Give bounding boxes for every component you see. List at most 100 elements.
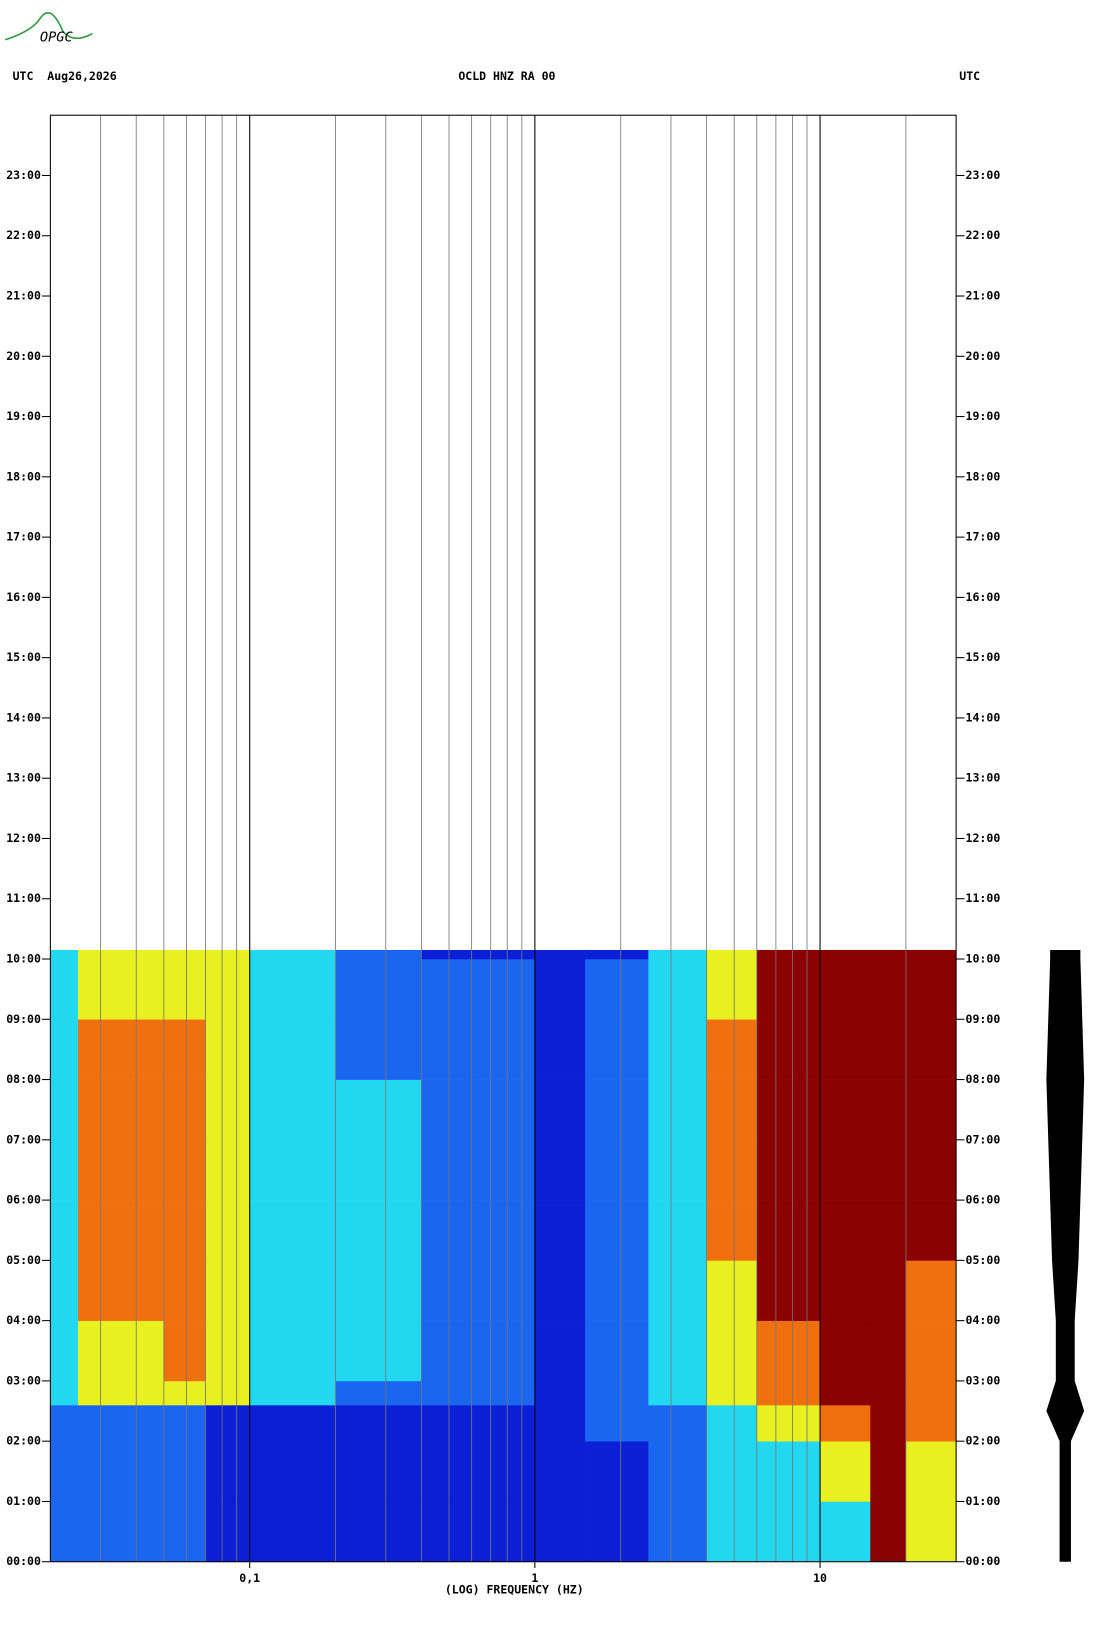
spectrogram-cell — [706, 959, 758, 1020]
y-tick-label-left: 00:00 — [6, 1554, 41, 1568]
spectrogram-cell — [820, 949, 871, 960]
spectrogram-cell — [249, 1320, 336, 1382]
spectrogram-cell — [820, 1320, 871, 1382]
spectrogram-cell — [706, 1320, 758, 1382]
spectrogram-cell — [163, 959, 206, 1020]
spectrogram-cell — [706, 1139, 758, 1201]
spectrogram-cell — [78, 1380, 165, 1406]
y-tick-label-right: 12:00 — [966, 831, 1001, 845]
y-tick-label-left: 08:00 — [6, 1072, 41, 1086]
spectrogram-cell — [820, 959, 871, 1020]
spectrogram-cell — [905, 1501, 957, 1563]
spectrogram-cell — [756, 1139, 821, 1201]
y-tick-label-right: 16:00 — [966, 590, 1001, 604]
spectrogram-cell — [706, 1501, 758, 1563]
spectrogram-cell — [335, 1441, 422, 1502]
spectrogram-cell — [421, 1139, 536, 1201]
y-tick-label-left: 04:00 — [6, 1313, 41, 1327]
spectrogram-cell — [249, 1139, 336, 1201]
spectrogram-cell — [78, 1019, 165, 1080]
spectrogram-cell — [78, 949, 165, 960]
y-tick-label-left: 19:00 — [6, 409, 41, 423]
spectrogram-cell — [706, 1079, 758, 1141]
spectrogram-cell — [870, 1200, 907, 1261]
spectrogram-cell — [249, 1019, 336, 1080]
spectrogram-cell — [163, 1139, 206, 1201]
y-tick-label-left: 01:00 — [6, 1494, 41, 1508]
spectrogram-cell — [163, 1200, 206, 1261]
spectrogram-cell — [335, 1320, 422, 1382]
spectrogram-cell — [205, 959, 251, 1020]
spectrogram-cell — [756, 949, 821, 960]
y-tick-label-left: 22:00 — [6, 228, 41, 242]
spectrogram-cell — [585, 1139, 649, 1201]
spectrogram-cell — [249, 1079, 336, 1141]
y-tick-label-right: 03:00 — [966, 1373, 1001, 1387]
spectrogram-cell — [756, 1019, 821, 1080]
spectrogram-cell — [421, 1320, 536, 1382]
spectrogram-cell — [585, 949, 649, 960]
y-tick-label-right: 02:00 — [966, 1434, 1001, 1448]
spectrogram-cell — [249, 949, 336, 960]
spectrogram-cell — [421, 1441, 536, 1502]
spectrogram-cell — [249, 959, 336, 1020]
spectrogram-cell — [706, 1441, 758, 1502]
spectrogram-cell — [820, 1441, 871, 1502]
spectrogram-cell — [648, 1441, 707, 1502]
spectrogram-cell — [706, 1380, 758, 1406]
spectrogram-cell — [163, 1441, 206, 1502]
spectrogram-cell — [585, 959, 649, 1020]
y-tick-label-left: 09:00 — [6, 1012, 41, 1026]
spectrogram-cell — [534, 1260, 586, 1321]
spectrogram-cell — [163, 1019, 206, 1080]
spectrogram-cell — [870, 1320, 907, 1382]
spectrogram-cell — [205, 1139, 251, 1201]
spectrogram-cell — [249, 1260, 336, 1321]
spectrogram-cell — [50, 1405, 79, 1442]
y-tick-label-right: 17:00 — [966, 530, 1001, 544]
y-tick-label-left: 11:00 — [6, 891, 41, 905]
y-tick-label-right: 15:00 — [966, 650, 1001, 664]
spectrogram-cell — [534, 1405, 586, 1442]
spectrogram-cell — [205, 1260, 251, 1321]
y-tick-label-right: 20:00 — [966, 349, 1001, 363]
spectrogram-cell — [870, 1260, 907, 1321]
spectrogram-cell — [648, 1019, 707, 1080]
spectrogram-cell — [870, 1405, 907, 1442]
spectrogram-cell — [820, 1200, 871, 1261]
spectrogram-cell — [335, 1260, 422, 1321]
logo: OPGC — [40, 30, 74, 46]
spectrogram-cell — [205, 949, 251, 960]
spectrogram-cell — [820, 1501, 871, 1563]
header-left: UTC Aug26,2026 — [13, 69, 117, 83]
spectrogram-cell — [905, 1441, 957, 1502]
spectrogram-cell — [870, 1380, 907, 1406]
y-tick-label-left: 15:00 — [6, 650, 41, 664]
spectrogram-cell — [585, 1441, 649, 1502]
y-tick-label-left: 16:00 — [6, 590, 41, 604]
x-tick-label: 1 — [531, 1571, 538, 1585]
spectrogram-cell — [50, 1139, 79, 1201]
spectrogram-cell — [870, 1139, 907, 1201]
y-tick-label-right: 11:00 — [966, 891, 1001, 905]
spectrogram-cell — [50, 949, 79, 960]
y-tick-label-left: 05:00 — [6, 1253, 41, 1267]
spectrogram-cell — [50, 1260, 79, 1321]
y-tick-label-left: 10:00 — [6, 952, 41, 966]
spectrogram-cell — [50, 1380, 79, 1406]
spectrogram-cell — [163, 1380, 206, 1406]
spectrogram-cell — [205, 1320, 251, 1382]
spectrogram-cell — [905, 1405, 957, 1442]
y-tick-label-right: 14:00 — [966, 710, 1001, 724]
spectrogram-cell — [870, 1501, 907, 1563]
spectrogram-cell — [249, 1441, 336, 1502]
spectrogram-cell — [421, 949, 536, 960]
spectrogram-cell — [534, 1320, 586, 1382]
spectrogram-cell — [421, 1405, 536, 1442]
chart-title: OCLD HNZ RA 00 — [458, 69, 555, 83]
spectrogram-cell — [870, 1441, 907, 1502]
spectrogram-cell — [249, 1501, 336, 1563]
spectrogram-cell — [205, 1380, 251, 1406]
spectrogram-cell — [706, 1405, 758, 1442]
